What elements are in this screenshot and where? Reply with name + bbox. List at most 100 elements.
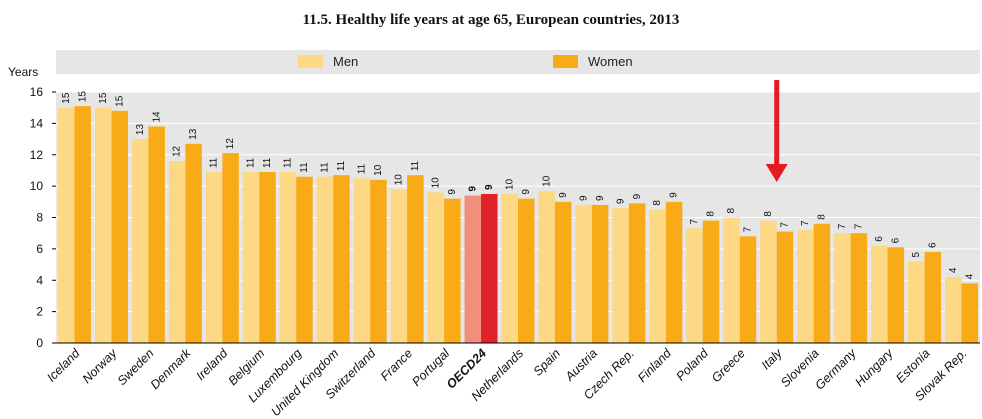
chart-title: 11.5. Healthy life years at age 65, Euro… — [303, 12, 680, 28]
bar-men — [316, 176, 334, 343]
bar-women — [924, 252, 942, 343]
data-label: 7 — [780, 222, 791, 228]
bar-women — [628, 203, 646, 343]
bar-men — [575, 204, 592, 343]
data-label: 11 — [299, 162, 310, 173]
bar-men — [353, 178, 371, 343]
bar-women — [259, 172, 276, 343]
data-label: 15 — [114, 95, 125, 107]
bar-women — [222, 153, 239, 343]
data-label: 10 — [430, 177, 441, 189]
data-label: 8 — [763, 211, 774, 217]
data-label: 10 — [394, 174, 405, 186]
x-tick-label: Hungary — [852, 346, 896, 390]
bar-women — [591, 204, 609, 343]
y-tick-label: 8 — [36, 211, 43, 225]
y-tick-label: 2 — [36, 305, 43, 319]
bar-women — [370, 179, 387, 343]
data-label: 11 — [410, 160, 421, 171]
bar-women — [148, 126, 165, 343]
bar-men — [205, 172, 223, 343]
bar-men — [797, 230, 814, 343]
bar-women — [444, 198, 461, 343]
data-label: 8 — [817, 214, 828, 220]
bar-men — [686, 228, 703, 343]
data-label: 11 — [357, 163, 368, 174]
bar-women — [481, 193, 498, 343]
bar-women — [739, 236, 757, 343]
y-tick-label: 12 — [30, 148, 44, 162]
arrow-shaft — [774, 80, 780, 166]
y-tick-label: 4 — [36, 273, 43, 287]
data-label: 12 — [172, 145, 183, 157]
data-label: 6 — [890, 237, 901, 243]
y-tick-label: 16 — [30, 85, 44, 99]
x-tick-label: Poland — [673, 345, 711, 383]
plot-header-band — [56, 50, 980, 74]
data-label: 7 — [854, 223, 865, 229]
bar-men — [649, 209, 666, 343]
bar-women — [776, 231, 794, 343]
bar-women — [665, 201, 683, 343]
x-tick-label: Italy — [759, 346, 786, 373]
bar-men — [908, 261, 925, 343]
x-tick-label: Germany — [813, 346, 860, 393]
x-tick-label: Finland — [635, 345, 675, 385]
data-label: 8 — [706, 211, 717, 217]
data-label: 10 — [541, 175, 552, 187]
data-label: 13 — [135, 124, 146, 136]
data-label: 6 — [874, 236, 885, 242]
data-label: 12 — [225, 138, 236, 150]
bar-women — [961, 283, 979, 343]
bar-women — [518, 198, 535, 343]
data-label: 11 — [320, 162, 331, 173]
x-tick-label: United Kingdom — [269, 346, 342, 419]
bar-women — [813, 223, 831, 343]
data-label: 15 — [77, 91, 88, 103]
bars — [57, 106, 979, 344]
data-label: 4 — [964, 273, 975, 279]
x-tick-label: Norway — [80, 346, 120, 386]
data-label: 9 — [632, 193, 643, 199]
bar-men — [57, 107, 75, 343]
data-label: 9 — [595, 195, 606, 201]
y-tick-label: 0 — [36, 336, 43, 350]
bar-men — [945, 277, 962, 343]
bar-men — [427, 192, 445, 343]
y-tick-label: 6 — [36, 242, 43, 256]
data-label: 8 — [726, 208, 737, 214]
data-label: 4 — [948, 267, 959, 273]
legend-label-men: Men — [333, 54, 358, 69]
bar-women — [74, 106, 91, 344]
data-label: 9 — [578, 195, 589, 201]
data-label: 10 — [373, 164, 384, 176]
data-label: 15 — [61, 92, 72, 104]
bar-women — [333, 175, 350, 343]
y-tick-label: 10 — [30, 179, 44, 193]
bar-men — [279, 172, 297, 343]
y-tick-label: 14 — [30, 116, 44, 130]
data-label: 11 — [283, 157, 294, 168]
data-label: 14 — [151, 111, 162, 123]
bar-women — [111, 110, 128, 343]
bar-men — [760, 220, 777, 343]
data-label: 10 — [504, 178, 515, 190]
data-label: 8 — [652, 200, 663, 206]
data-label: 13 — [188, 128, 199, 140]
legend-swatch-women — [553, 55, 578, 68]
bar-women — [185, 143, 202, 343]
arrow-head — [765, 164, 788, 182]
legend-label-women: Women — [588, 54, 633, 69]
data-label: 7 — [800, 220, 811, 226]
bar-men — [723, 217, 740, 343]
annotation-arrow — [765, 80, 788, 182]
bar-men — [168, 161, 186, 343]
bar-men — [612, 208, 629, 343]
data-label: 9 — [615, 198, 626, 204]
legend-swatch-men — [298, 55, 323, 68]
bar-women — [850, 233, 868, 343]
legend: Men Women — [298, 54, 633, 69]
data-label: 9 — [467, 186, 478, 192]
